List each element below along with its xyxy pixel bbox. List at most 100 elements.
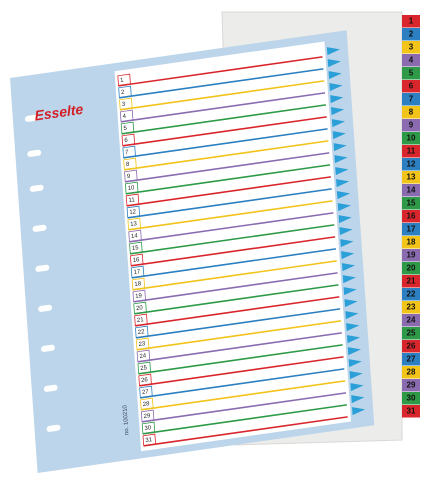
row-arrow bbox=[335, 167, 349, 176]
row-number-box bbox=[140, 397, 154, 411]
row-number-box bbox=[124, 181, 139, 195]
row-line bbox=[118, 56, 323, 87]
row-number-box bbox=[140, 409, 155, 423]
tab-number: 1 bbox=[409, 17, 414, 26]
row-line bbox=[121, 92, 326, 123]
tab bbox=[402, 41, 420, 54]
row-line bbox=[136, 308, 341, 339]
row-line bbox=[119, 68, 324, 99]
tab-number: 27 bbox=[407, 355, 416, 364]
row-number: 23 bbox=[138, 341, 146, 348]
row-number: 21 bbox=[137, 317, 145, 324]
tab-number: 22 bbox=[407, 290, 416, 299]
tab bbox=[402, 288, 420, 301]
row-line bbox=[136, 320, 342, 351]
row-number-box bbox=[122, 145, 136, 159]
index-rows: 1234567891011121314151617181920212223242… bbox=[117, 47, 366, 447]
tab-number: 17 bbox=[407, 225, 416, 234]
tab bbox=[402, 327, 420, 340]
row-number-box bbox=[119, 97, 133, 111]
row-arrow bbox=[339, 227, 353, 236]
punch-hole bbox=[29, 184, 44, 192]
row-number-box bbox=[130, 253, 144, 267]
tab bbox=[402, 119, 420, 132]
tab bbox=[402, 106, 420, 119]
tab bbox=[402, 392, 420, 405]
tab-number: 18 bbox=[407, 238, 416, 247]
row-number: 30 bbox=[144, 425, 152, 432]
tab bbox=[402, 171, 420, 184]
row-arrow bbox=[338, 215, 352, 224]
row-arrow bbox=[336, 179, 350, 188]
tab-number: 6 bbox=[409, 82, 414, 91]
row-arrow bbox=[326, 47, 340, 56]
row-line bbox=[139, 356, 344, 387]
row-number: 18 bbox=[134, 281, 142, 288]
row-line bbox=[137, 332, 342, 363]
row-number: 11 bbox=[128, 197, 135, 204]
row-number-box bbox=[126, 205, 141, 219]
row-number: 10 bbox=[128, 185, 136, 192]
tab bbox=[402, 340, 420, 353]
tab bbox=[402, 145, 420, 158]
row-number-box bbox=[141, 421, 156, 435]
row-line bbox=[126, 164, 331, 195]
tab-number: 23 bbox=[407, 303, 416, 312]
punch-hole bbox=[43, 384, 58, 392]
row-number: 7 bbox=[125, 150, 129, 157]
tab-number: 16 bbox=[407, 212, 416, 221]
tab bbox=[402, 405, 420, 418]
row-line bbox=[125, 152, 330, 183]
row-number-box bbox=[119, 109, 134, 123]
row-arrow bbox=[332, 131, 346, 140]
tab bbox=[402, 366, 420, 379]
row-number-box bbox=[118, 85, 132, 99]
row-arrow bbox=[342, 275, 356, 284]
tab-number: 14 bbox=[407, 186, 416, 195]
row-number-box bbox=[121, 133, 136, 147]
row-arrow bbox=[336, 191, 351, 200]
row-number-box bbox=[130, 265, 145, 279]
tab-number: 12 bbox=[407, 160, 416, 169]
tab-number: 20 bbox=[407, 264, 416, 273]
row-number-box bbox=[134, 313, 148, 327]
row-arrow bbox=[341, 263, 356, 272]
tab bbox=[402, 132, 420, 145]
punch-hole bbox=[40, 344, 55, 352]
row-arrow bbox=[347, 347, 361, 356]
tab bbox=[402, 275, 420, 288]
tab bbox=[402, 223, 420, 236]
row-number: 20 bbox=[136, 305, 144, 312]
row-arrow bbox=[349, 371, 363, 380]
row-number: 8 bbox=[126, 162, 130, 169]
row-number-box bbox=[136, 349, 151, 363]
row-number: 24 bbox=[139, 353, 147, 360]
row-arrow bbox=[346, 335, 361, 344]
row-number: 6 bbox=[124, 138, 128, 145]
row-number-box bbox=[135, 325, 149, 339]
tab bbox=[402, 54, 420, 67]
product-code: no. 100210 bbox=[122, 404, 130, 435]
tab bbox=[402, 236, 420, 249]
row-number-box bbox=[120, 121, 135, 135]
row-arrow bbox=[334, 155, 348, 164]
row-line bbox=[126, 176, 331, 207]
row-line bbox=[131, 248, 337, 279]
row-line bbox=[128, 200, 333, 231]
row-number: 4 bbox=[123, 114, 127, 121]
tab-number: 21 bbox=[407, 277, 416, 286]
row-arrow bbox=[344, 299, 358, 308]
tab-number: 8 bbox=[409, 108, 414, 117]
punch-hole bbox=[24, 114, 39, 122]
row-line bbox=[122, 116, 327, 147]
punch-hole bbox=[46, 424, 61, 432]
tab-number: 25 bbox=[407, 329, 416, 338]
row-arrow bbox=[351, 395, 365, 404]
tab bbox=[402, 197, 420, 210]
tab-number: 4 bbox=[409, 56, 414, 65]
tab-number: 19 bbox=[407, 251, 416, 260]
tab bbox=[402, 210, 420, 223]
tab bbox=[402, 301, 420, 314]
tab-number: 10 bbox=[407, 134, 416, 143]
tab bbox=[402, 93, 420, 106]
